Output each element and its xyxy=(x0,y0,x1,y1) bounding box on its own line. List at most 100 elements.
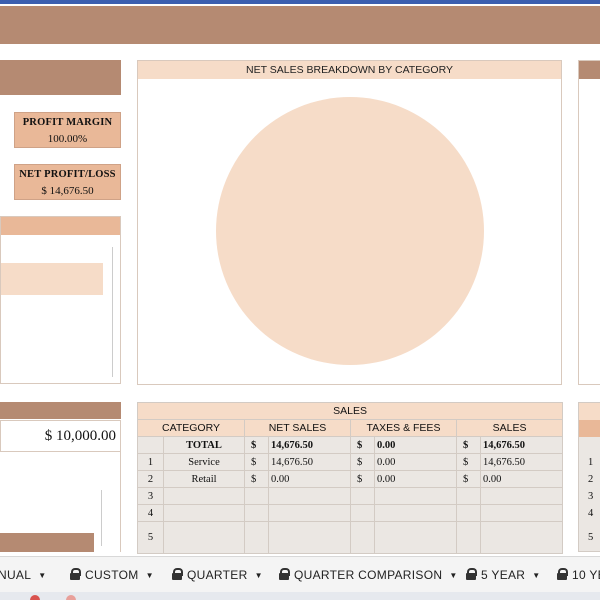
chevron-down-icon[interactable]: ▼ xyxy=(38,571,47,580)
table-row[interactable]: 2 Retail $ 0.00 $ 0.00 $ 0.00 xyxy=(137,470,564,488)
row-net-sales[interactable] xyxy=(268,487,351,505)
row-net-sales[interactable] xyxy=(268,521,351,554)
left-chart-panel[interactable] xyxy=(0,216,121,384)
dashboard-banner xyxy=(0,6,600,44)
row-sales-currency xyxy=(456,521,481,554)
row-category[interactable] xyxy=(163,487,245,505)
table-row[interactable]: 4 xyxy=(137,504,564,522)
tab-quarter-comparison[interactable]: QUARTER COMPARISON ▼ xyxy=(279,557,458,593)
row-sales[interactable] xyxy=(479,521,564,554)
chart-title: NET SALES BREAKDOWN BY CATEGORY xyxy=(138,61,561,79)
total-sales: 14,676.50 xyxy=(479,436,564,454)
right-row-index: 1 xyxy=(588,457,594,468)
row-taxes-fees[interactable] xyxy=(374,504,457,522)
row-net-currency xyxy=(244,504,269,522)
lock-icon xyxy=(70,568,81,580)
lock-icon xyxy=(172,568,183,580)
left-panel-divider xyxy=(112,247,113,377)
right-sales-title-strip xyxy=(579,403,600,420)
left-header-bar xyxy=(0,60,121,95)
right-chart-panel[interactable] xyxy=(578,60,600,385)
row-net-sales[interactable] xyxy=(268,504,351,522)
row-sales[interactable] xyxy=(479,504,564,522)
net-sales-chart-panel[interactable]: NET SALES BREAKDOWN BY CATEGORY xyxy=(137,60,562,385)
row-index: 3 xyxy=(137,487,164,505)
chevron-down-icon[interactable]: ▼ xyxy=(532,571,541,580)
net-profit-value: $ 14,676.50 xyxy=(41,185,94,197)
total-sales-currency: $ xyxy=(456,436,481,454)
status-strip xyxy=(0,592,600,600)
tab-quarter[interactable]: QUARTER ▼ xyxy=(172,557,263,593)
row-taxes-fees[interactable]: 0.00 xyxy=(374,453,457,471)
row-sales[interactable]: 0.00 xyxy=(479,470,564,488)
row-sales-currency: $ xyxy=(456,453,481,471)
row-sales-currency xyxy=(456,504,481,522)
profit-margin-card[interactable]: PROFIT MARGIN 100.00% xyxy=(14,112,121,148)
total-idx xyxy=(137,436,164,454)
chevron-down-icon[interactable]: ▼ xyxy=(254,571,263,580)
pie-slice-service[interactable] xyxy=(216,97,484,365)
row-category[interactable] xyxy=(163,521,245,554)
table-row[interactable]: 1 Service $ 14,676.50 $ 0.00 $ 14,676.50 xyxy=(137,453,564,471)
tab-label: NUAL xyxy=(0,568,32,582)
row-index: 2 xyxy=(137,470,164,488)
table-row[interactable]: 3 xyxy=(137,487,564,505)
net-profit-card[interactable]: NET PROFIT/LOSS $ 14,676.50 xyxy=(14,164,121,200)
total-net-sales: 14,676.50 xyxy=(268,436,351,454)
header-sales[interactable]: SALES xyxy=(455,419,564,437)
row-net-sales[interactable]: 0.00 xyxy=(268,470,351,488)
tab-label: QUARTER xyxy=(187,568,248,582)
right-row-index: 4 xyxy=(588,508,594,519)
status-dot xyxy=(30,595,40,600)
row-index: 5 xyxy=(137,521,164,554)
tab-annual[interactable]: NUAL ▼ xyxy=(0,557,46,593)
right-row-index: 2 xyxy=(588,474,594,485)
sheet-tab-bar: NUAL ▼ CUSTOM ▼ QUARTER ▼ QUARTER COMPARISO… xyxy=(0,556,600,592)
net-profit-label: NET PROFIT/LOSS xyxy=(19,169,116,180)
row-net-sales[interactable]: 14,676.50 xyxy=(268,453,351,471)
right-sales-header-strip xyxy=(579,420,600,437)
goal-footer-bar xyxy=(0,533,94,552)
table-row[interactable]: 5 xyxy=(137,521,564,554)
profit-margin-label: PROFIT MARGIN xyxy=(22,117,113,128)
header-taxes-fees[interactable]: TAXES & FEES xyxy=(350,419,457,437)
lock-icon xyxy=(466,568,477,580)
tab-5-year[interactable]: 5 YEAR ▼ xyxy=(466,557,541,593)
chevron-down-icon[interactable]: ▼ xyxy=(449,571,458,580)
row-index: 4 xyxy=(137,504,164,522)
row-sales[interactable] xyxy=(479,487,564,505)
row-taxes-fees[interactable] xyxy=(374,487,457,505)
tab-10-year[interactable]: 10 YE xyxy=(557,557,600,593)
row-sales-currency: $ xyxy=(456,470,481,488)
goal-divider xyxy=(101,490,102,546)
lock-icon xyxy=(557,568,568,580)
row-category[interactable]: Retail xyxy=(163,470,245,488)
tab-custom[interactable]: CUSTOM ▼ xyxy=(70,557,154,593)
total-row[interactable]: TOTAL $ 14,676.50 $ 0.00 $ 14,676.50 xyxy=(137,436,564,454)
row-tax-currency xyxy=(350,521,375,554)
total-label: TOTAL xyxy=(163,436,245,454)
row-net-currency xyxy=(244,521,269,554)
total-net-currency: $ xyxy=(244,436,269,454)
header-category[interactable]: CATEGORY xyxy=(137,419,245,437)
tab-label: CUSTOM xyxy=(85,568,139,582)
profit-margin-value: 100.00% xyxy=(47,133,88,145)
total-tax-currency: $ xyxy=(350,436,375,454)
status-dot xyxy=(66,595,76,600)
row-category[interactable]: Service xyxy=(163,453,245,471)
sales-table: SALES CATEGORY NET SALES TAXES & FEES SA… xyxy=(136,402,564,554)
tab-label: QUARTER COMPARISON xyxy=(294,568,443,582)
pie-chart[interactable] xyxy=(138,79,561,384)
header-net-sales[interactable]: NET SALES xyxy=(244,419,351,437)
row-tax-currency xyxy=(350,487,375,505)
row-taxes-fees[interactable] xyxy=(374,521,457,554)
right-row-index: 5 xyxy=(588,532,594,543)
row-category[interactable] xyxy=(163,504,245,522)
row-taxes-fees[interactable]: 0.00 xyxy=(374,470,457,488)
chevron-down-icon[interactable]: ▼ xyxy=(145,571,154,580)
row-sales[interactable]: 14,676.50 xyxy=(479,453,564,471)
window-top-line xyxy=(0,0,600,4)
total-taxes-fees: 0.00 xyxy=(374,436,457,454)
goal-value[interactable]: $ 10,000.00 xyxy=(0,420,121,452)
row-tax-currency xyxy=(350,504,375,522)
